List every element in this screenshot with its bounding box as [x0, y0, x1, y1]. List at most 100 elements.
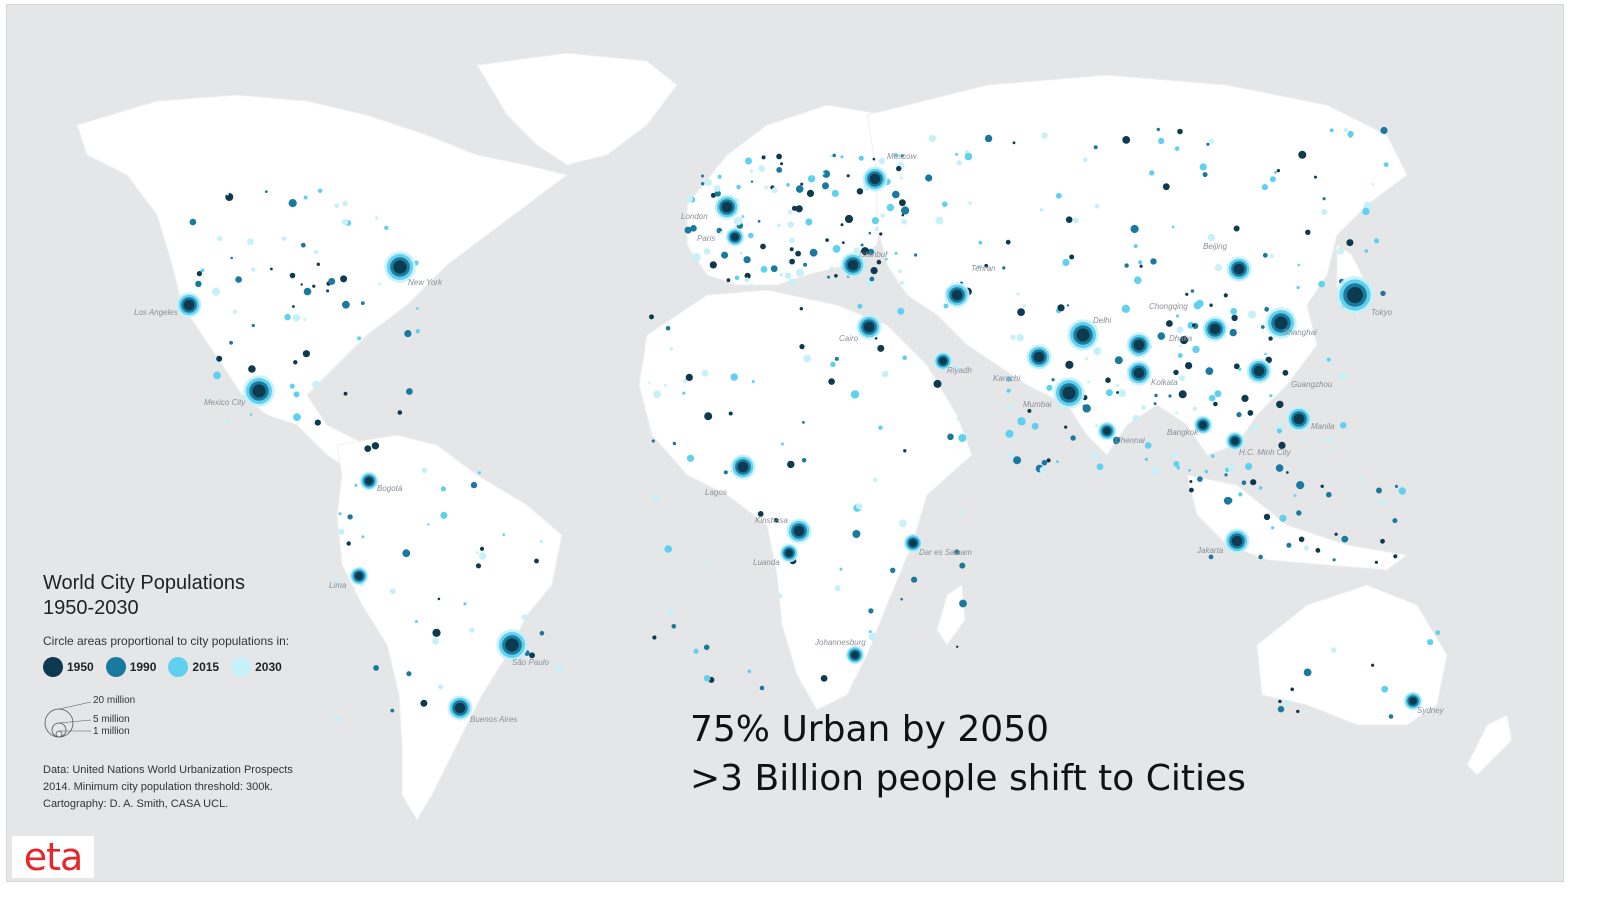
- credits-line2: 2014. Minimum city population threshold:…: [43, 781, 273, 793]
- legend-title-line2: 1950-2030: [43, 597, 139, 619]
- headline: 75% Urban by 2050 >3 Billion people shif…: [690, 705, 1246, 803]
- legend-key-label: 2015: [192, 660, 220, 674]
- swatch-2030: [231, 657, 252, 677]
- city-dot: [1202, 316, 1228, 342]
- swatch-2015: [168, 657, 189, 677]
- credits: Data: United Nations World Urbanization …: [43, 762, 343, 813]
- city-dot: [1225, 431, 1245, 451]
- city-label: Riyadh: [947, 366, 972, 375]
- city-label: Bangkok: [1167, 428, 1199, 437]
- city-label: Dhaka: [1169, 334, 1193, 343]
- city-dot: [862, 166, 888, 192]
- city-label: Lima: [329, 581, 347, 590]
- land-masses: [76, 52, 1513, 821]
- land-africa: [638, 289, 973, 711]
- land-australia: [1256, 584, 1448, 726]
- city-dot: [1126, 332, 1152, 358]
- city-dot: [1097, 421, 1117, 441]
- legend-size-scale: 20 million 5 million 1 million: [43, 695, 163, 741]
- legend-key-1950: 1950: [43, 657, 94, 677]
- city-label: Chongqing: [1149, 302, 1188, 311]
- city-label: London: [681, 212, 708, 221]
- legend-key-1990: 1990: [105, 657, 157, 677]
- swatch-1950: [43, 657, 63, 677]
- city-dot: [1265, 307, 1297, 339]
- size-label-5m: 5 million: [93, 714, 130, 725]
- legend-key-label: 1990: [129, 660, 157, 674]
- size-circles-icon: [44, 701, 92, 738]
- credits-line1: Data: United Nations World Urbanization …: [43, 764, 293, 776]
- city-dot: [1336, 276, 1374, 314]
- city-dot: [176, 292, 202, 318]
- credits-line3: Cartography: D. A. Smith, CASA UCL.: [43, 798, 229, 810]
- city-dot: [349, 566, 369, 586]
- size-label-20m: 20 million: [93, 695, 136, 706]
- city-dot: [1224, 528, 1250, 554]
- city-dot: [1053, 377, 1085, 409]
- swatch-1990: [105, 657, 126, 677]
- city-dot: [447, 695, 473, 721]
- land-asia: [866, 74, 1408, 456]
- legend-key-2015: 2015: [168, 657, 219, 677]
- city-label: Lagos: [705, 488, 727, 497]
- size-label-1m: 1 million: [93, 726, 130, 737]
- city-label: São Paulo: [512, 658, 549, 667]
- city-label: Shanghai: [1283, 328, 1317, 337]
- city-dot: [725, 227, 745, 247]
- city-dot: [1067, 319, 1099, 351]
- city-labels: Los Angeles New York Mexico City Bogotá Lima…: [134, 152, 1445, 724]
- city-dot: [243, 375, 275, 407]
- city-label: Istanbul: [859, 250, 887, 259]
- city-label: Mexico City: [204, 398, 246, 407]
- city-dot: [786, 518, 812, 544]
- city-dot: [1026, 344, 1052, 370]
- city-label: Karachi: [993, 374, 1020, 383]
- city-dot: [496, 629, 528, 661]
- city-label: Tehran: [971, 264, 996, 273]
- city-dot: [714, 194, 740, 220]
- city-dot: [359, 471, 379, 491]
- city-label: Guangzhou: [1291, 380, 1333, 389]
- city-dot: [856, 314, 882, 340]
- city-label: Dar es Salaam: [919, 548, 972, 557]
- city-dot: [944, 282, 970, 308]
- city-label: Luanda: [753, 558, 780, 567]
- legend-key-label: 2030: [255, 660, 282, 674]
- city-label: Delhi: [1093, 316, 1111, 325]
- city-label: Kolkata: [1151, 378, 1178, 387]
- land-new-zealand: [1466, 714, 1513, 776]
- city-dot: [1226, 256, 1252, 282]
- city-dots: [176, 126, 1441, 723]
- eta-logo: eta: [12, 836, 94, 878]
- city-label: Jakarta: [1196, 546, 1224, 555]
- city-label: Sydney: [1417, 706, 1445, 715]
- city-label: Manila: [1311, 422, 1335, 431]
- city-label: Mumbai: [1023, 400, 1052, 409]
- city-label: New York: [408, 278, 443, 287]
- legend-title: World City Populations 1950-2030: [43, 571, 245, 621]
- legend-title-line1: World City Populations: [43, 572, 245, 594]
- city-dot: [1126, 360, 1152, 386]
- city-dot: [1193, 415, 1213, 435]
- legend-key-label: 1950: [67, 660, 94, 674]
- city-label: H.C. Minh City: [1239, 448, 1292, 457]
- legend-key-2030: 2030: [231, 657, 282, 677]
- city-dot: [779, 543, 799, 563]
- city-label: Beijing: [1203, 242, 1228, 251]
- city-label: Chennai: [1115, 436, 1145, 445]
- city-label: Moscow: [887, 152, 918, 161]
- headline-line2: >3 Billion people shift to Cities: [690, 758, 1246, 799]
- city-dot: [933, 351, 953, 371]
- city-dot: [730, 454, 756, 480]
- city-dot: [1246, 358, 1272, 384]
- city-dot: [1403, 691, 1423, 711]
- land-madagascar: [936, 584, 966, 646]
- land-south-america: [336, 434, 563, 821]
- world-map: Los Angeles New York Mexico City Bogotá Lima…: [76, 52, 1513, 821]
- headline-line1: 75% Urban by 2050: [690, 709, 1049, 750]
- land-indonesia: [1186, 474, 1409, 571]
- legend-keys: 1950 1990 2015 2030: [43, 657, 282, 677]
- city-label: Bogotá: [377, 484, 403, 493]
- city-dot: [903, 533, 923, 553]
- city-label: Tokyo: [1371, 308, 1393, 317]
